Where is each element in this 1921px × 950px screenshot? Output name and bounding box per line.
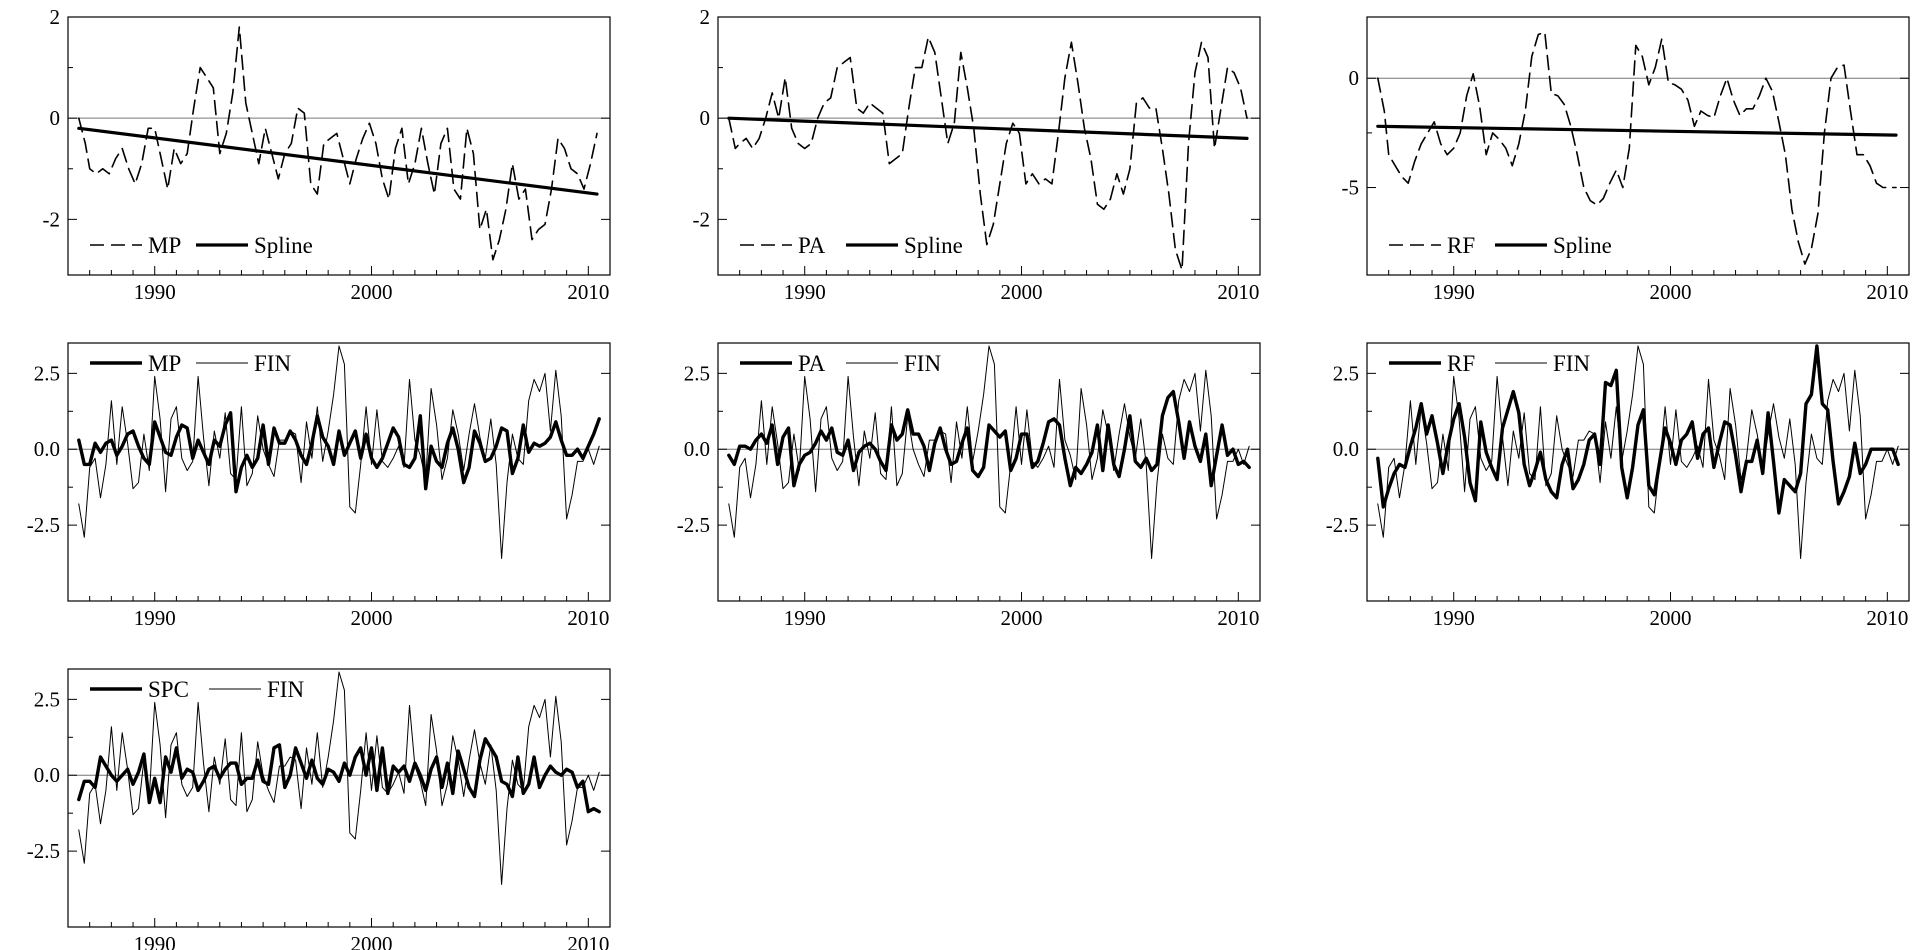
x-tick-label: 2010 <box>567 606 609 630</box>
y-tick-label: 0.0 <box>34 437 60 461</box>
legend-label-spc: SPC <box>148 677 189 702</box>
y-tick-label: 0.0 <box>684 437 710 461</box>
x-tick-label: 1990 <box>784 280 826 304</box>
series-line-fin <box>78 671 600 885</box>
x-tick-label: 2010 <box>567 932 609 950</box>
series-group <box>1376 344 1900 559</box>
series-line-pa <box>727 389 1251 488</box>
legend-label-pa: PA <box>798 351 826 376</box>
panel-p1: 2 0 -2 1990 2000 2010 MP Spline <box>43 5 611 304</box>
x-tick-label: 2010 <box>1866 280 1908 304</box>
series-line-fin <box>78 345 600 559</box>
legend-label-spline: Spline <box>1553 233 1612 258</box>
panel-p6: 2.5 0.0 -2.5 1990 2000 2010 RF FIN <box>1326 342 1910 630</box>
series-line-spline <box>77 126 599 196</box>
x-tick-label: 1990 <box>1433 280 1475 304</box>
x-tick-label: 2000 <box>351 606 393 630</box>
series-group <box>77 26 599 261</box>
y-tick-label: 0 <box>50 106 61 130</box>
plot-frame <box>1366 342 1910 602</box>
series-group <box>77 671 601 885</box>
legend: PA Spline <box>740 233 963 258</box>
series-line-fin <box>1377 345 1899 559</box>
series-line-rf <box>1377 31 1897 265</box>
plot-frame <box>67 342 611 602</box>
y-tick-label: 2.5 <box>1333 361 1359 385</box>
x-tick-label: 2010 <box>1866 606 1908 630</box>
y-tick-label: 2.5 <box>684 361 710 385</box>
y-tick-label: -2.5 <box>27 513 60 537</box>
y-tick-label: -2.5 <box>1326 513 1359 537</box>
legend: RF FIN <box>1389 351 1590 376</box>
plot-frame <box>717 342 1261 602</box>
legend-label-rf: RF <box>1447 351 1475 376</box>
x-tick-label: 2010 <box>567 280 609 304</box>
series-line-mp <box>78 26 598 261</box>
y-tick-label: -5 <box>1342 176 1360 200</box>
x-tick-label: 1990 <box>784 606 826 630</box>
y-tick-label: 0.0 <box>34 763 60 787</box>
legend: RF Spline <box>1389 233 1612 258</box>
panel-p7: 2.5 0.0 -2.5 1990 2000 2010 SPC FIN <box>27 668 611 950</box>
series-line-spc <box>77 737 601 814</box>
legend-label-fin: FIN <box>904 351 941 376</box>
x-tick-label: 2000 <box>1001 280 1043 304</box>
y-tick-label: -2 <box>693 207 711 231</box>
y-tick-label: -2 <box>43 207 61 231</box>
plot-frame <box>717 16 1261 276</box>
legend: MP Spline <box>90 233 313 258</box>
legend: SPC FIN <box>90 677 304 702</box>
x-tick-label: 1990 <box>1433 606 1475 630</box>
legend: PA FIN <box>740 351 941 376</box>
x-tick-label: 1990 <box>134 932 176 950</box>
series-group <box>727 36 1249 271</box>
x-tick-label: 2010 <box>1217 280 1259 304</box>
x-tick-label: 2000 <box>1650 280 1692 304</box>
plot-frame <box>1366 16 1910 276</box>
x-tick-label: 2000 <box>1001 606 1043 630</box>
x-tick-label: 2010 <box>1217 606 1259 630</box>
legend-label-pa: PA <box>798 233 826 258</box>
y-tick-label: 2 <box>700 5 711 29</box>
legend-label-rf: RF <box>1447 233 1475 258</box>
y-tick-label: 2.5 <box>34 361 60 385</box>
legend-label-fin: FIN <box>1553 351 1590 376</box>
legend-label-spline: Spline <box>904 233 963 258</box>
y-tick-label: 0.0 <box>1333 437 1359 461</box>
x-tick-label: 1990 <box>134 606 176 630</box>
panel-p5: 2.5 0.0 -2.5 1990 2000 2010 PA FIN <box>677 342 1261 630</box>
panel-p2: 2 0 -2 1990 2000 2010 PA Spline <box>693 5 1261 304</box>
series-group <box>77 345 601 559</box>
series-group <box>1376 31 1898 265</box>
legend-label-fin: FIN <box>254 351 291 376</box>
x-tick-label: 2000 <box>351 932 393 950</box>
panel-p3: 0 -5 1990 2000 2010 RF Spline <box>1342 16 1910 304</box>
plot-frame <box>67 16 611 276</box>
y-tick-label: 0 <box>1349 66 1360 90</box>
x-tick-label: 1990 <box>134 280 176 304</box>
plot-frame <box>67 668 611 928</box>
series-line-spline <box>727 116 1249 140</box>
y-tick-label: -2.5 <box>27 839 60 863</box>
x-tick-label: 2000 <box>1650 606 1692 630</box>
legend-label-mp: MP <box>148 233 181 258</box>
y-tick-label: -2.5 <box>677 513 710 537</box>
series-line-mp <box>77 411 601 494</box>
legend: MP FIN <box>90 351 291 376</box>
panel-p4: 2.5 0.0 -2.5 1990 2000 2010 MP FIN <box>27 342 611 630</box>
y-tick-label: 2 <box>50 5 61 29</box>
x-tick-label: 2000 <box>351 280 393 304</box>
y-tick-label: 2.5 <box>34 687 60 711</box>
series-group <box>727 345 1251 559</box>
legend-label-mp: MP <box>148 351 181 376</box>
y-tick-label: 0 <box>700 106 711 130</box>
series-line-spline <box>1376 124 1898 137</box>
series-line-rf <box>1376 344 1900 515</box>
legend-label-fin: FIN <box>267 677 304 702</box>
series-line-fin <box>728 345 1250 559</box>
legend-label-spline: Spline <box>254 233 313 258</box>
